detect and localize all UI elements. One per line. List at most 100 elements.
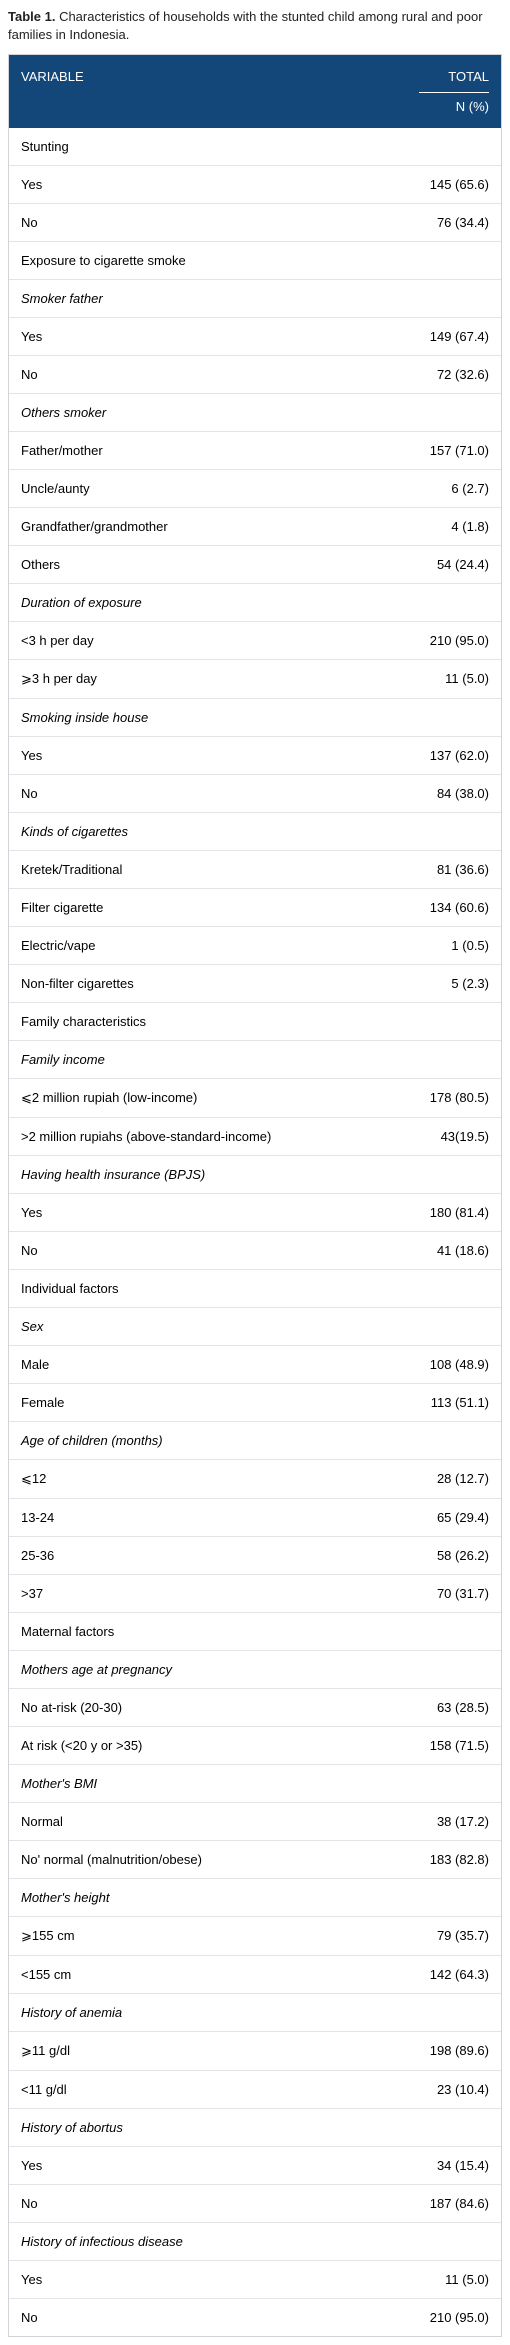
value-cell: 158 (71.5) <box>371 1727 501 1765</box>
value-cell: 65 (29.4) <box>371 1499 501 1537</box>
value-cell: 1 (0.5) <box>371 927 501 965</box>
value-cell: 54 (24.4) <box>371 546 501 584</box>
table-row: <3 h per day210 (95.0) <box>9 622 501 660</box>
value-cell: 28 (12.7) <box>371 1460 501 1499</box>
value-cell <box>371 128 501 166</box>
variable-cell: Sex <box>9 1308 371 1346</box>
subheader-variable <box>9 88 371 128</box>
table-row: No41 (18.6) <box>9 1232 501 1270</box>
variable-cell: 13-24 <box>9 1499 371 1537</box>
variable-cell: Electric/vape <box>9 927 371 965</box>
table-row: Kinds of cigarettes <box>9 813 501 851</box>
table-row: Male108 (48.9) <box>9 1346 501 1384</box>
header-total: TOTAL <box>371 55 501 88</box>
table-row: <155 cm142 (64.3) <box>9 1956 501 1994</box>
variable-cell: Others smoker <box>9 394 371 432</box>
value-cell: 11 (5.0) <box>371 660 501 699</box>
value-cell: 210 (95.0) <box>371 2299 501 2336</box>
table-row: 25-3658 (26.2) <box>9 1537 501 1575</box>
value-cell: 70 (31.7) <box>371 1575 501 1613</box>
value-cell: 58 (26.2) <box>371 1537 501 1575</box>
variable-cell: Family income <box>9 1041 371 1079</box>
value-cell: 142 (64.3) <box>371 1956 501 1994</box>
variable-cell: History of abortus <box>9 2109 371 2147</box>
table-row: ⩽1228 (12.7) <box>9 1460 501 1499</box>
value-cell: 108 (48.9) <box>371 1346 501 1384</box>
table-label: Table 1. <box>8 9 55 24</box>
value-cell: 11 (5.0) <box>371 2261 501 2299</box>
table-row: Yes137 (62.0) <box>9 737 501 775</box>
variable-cell: 25-36 <box>9 1537 371 1575</box>
variable-cell: No <box>9 2185 371 2223</box>
table-row: Smoker father <box>9 280 501 318</box>
value-cell: 137 (62.0) <box>371 737 501 775</box>
variable-cell: Exposure to cigarette smoke <box>9 242 371 280</box>
variable-cell: <11 g/dl <box>9 2071 371 2109</box>
table-row: Filter cigarette134 (60.6) <box>9 889 501 927</box>
variable-cell: ⩾155 cm <box>9 1917 371 1956</box>
variable-cell: Kretek/Traditional <box>9 851 371 889</box>
variable-cell: >37 <box>9 1575 371 1613</box>
table-row: Others smoker <box>9 394 501 432</box>
table-row: Yes149 (67.4) <box>9 318 501 356</box>
variable-cell: ⩽12 <box>9 1460 371 1499</box>
value-cell <box>371 584 501 622</box>
value-cell <box>371 1613 501 1651</box>
value-cell <box>371 1003 501 1041</box>
table-row: Family characteristics <box>9 1003 501 1041</box>
table-row: Maternal factors <box>9 1613 501 1651</box>
value-cell: 113 (51.1) <box>371 1384 501 1422</box>
variable-cell: No <box>9 204 371 242</box>
variable-cell: No at-risk (20-30) <box>9 1689 371 1727</box>
value-cell <box>371 699 501 737</box>
variable-cell: <3 h per day <box>9 622 371 660</box>
variable-cell: At risk (<20 y or >35) <box>9 1727 371 1765</box>
value-cell: 72 (32.6) <box>371 356 501 394</box>
table-row: No' normal (malnutrition/obese)183 (82.8… <box>9 1841 501 1879</box>
table-caption-text: Characteristics of households with the s… <box>8 9 483 42</box>
table-row: No76 (34.4) <box>9 204 501 242</box>
table-row: ⩾11 g/dl198 (89.6) <box>9 2032 501 2071</box>
value-cell: 38 (17.2) <box>371 1803 501 1841</box>
table-row: At risk (<20 y or >35)158 (71.5) <box>9 1727 501 1765</box>
value-cell: 198 (89.6) <box>371 2032 501 2071</box>
value-cell: 187 (84.6) <box>371 2185 501 2223</box>
table-row: Yes34 (15.4) <box>9 2147 501 2185</box>
value-cell: 43(19.5) <box>371 1118 501 1156</box>
table-row: History of abortus <box>9 2109 501 2147</box>
table-row: Yes11 (5.0) <box>9 2261 501 2299</box>
table-row: ⩾155 cm79 (35.7) <box>9 1917 501 1956</box>
table-row: Others54 (24.4) <box>9 546 501 584</box>
table-row: Having health insurance (BPJS) <box>9 1156 501 1194</box>
value-cell <box>371 280 501 318</box>
variable-cell: ⩽2 million rupiah (low-income) <box>9 1079 371 1118</box>
table-row: >3770 (31.7) <box>9 1575 501 1613</box>
value-cell <box>371 1422 501 1460</box>
variable-cell: No <box>9 775 371 813</box>
table-row: Smoking inside house <box>9 699 501 737</box>
variable-cell: Maternal factors <box>9 1613 371 1651</box>
subheader-total-text: N (%) <box>419 92 489 114</box>
table-row: Uncle/aunty6 (2.7) <box>9 470 501 508</box>
variable-cell: No <box>9 1232 371 1270</box>
variable-cell: No' normal (malnutrition/obese) <box>9 1841 371 1879</box>
table-row: Duration of exposure <box>9 584 501 622</box>
table-row: Family income <box>9 1041 501 1079</box>
variable-cell: History of infectious disease <box>9 2223 371 2261</box>
variable-cell: Uncle/aunty <box>9 470 371 508</box>
value-cell: 180 (81.4) <box>371 1194 501 1232</box>
variable-cell: ⩾3 h per day <box>9 660 371 699</box>
variable-cell: No <box>9 356 371 394</box>
value-cell <box>371 1651 501 1689</box>
value-cell: 178 (80.5) <box>371 1079 501 1118</box>
variable-cell: Stunting <box>9 128 371 166</box>
table-row: <11 g/dl23 (10.4) <box>9 2071 501 2109</box>
value-cell <box>371 1765 501 1803</box>
subheader-total: N (%) <box>371 88 501 128</box>
table-row: Age of children (months) <box>9 1422 501 1460</box>
value-cell: 157 (71.0) <box>371 432 501 470</box>
variable-cell: Normal <box>9 1803 371 1841</box>
variable-cell: Yes <box>9 2147 371 2185</box>
variable-cell: Yes <box>9 166 371 204</box>
table-row: 13-2465 (29.4) <box>9 1499 501 1537</box>
